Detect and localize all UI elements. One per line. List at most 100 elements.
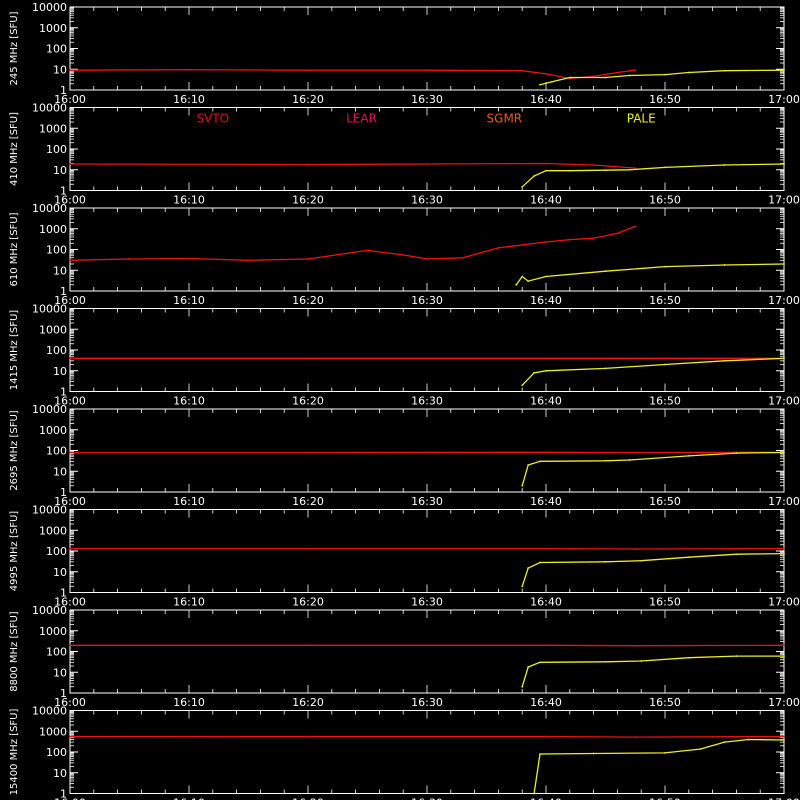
panel-0: 1 10 100 1000 10000 16:00 16:10 16:20 16:30 16:40… xyxy=(9,1,800,106)
panel-frequency-label: 8800 MHz [SFU] xyxy=(9,611,20,692)
y-tick-label: 100 xyxy=(46,43,67,56)
data-point-pale xyxy=(604,560,607,563)
plot-frame xyxy=(69,107,785,191)
data-point-pale xyxy=(664,752,666,754)
panel-6: 1 10 100 1000 10000 16:00 16:10 16:20 16:30 16:40… xyxy=(9,604,800,709)
x-tick-label: 16:20 xyxy=(292,294,324,307)
data-point-svto xyxy=(783,547,785,550)
y-tick-label: 1000 xyxy=(39,223,67,236)
panel-frequency-label: 610 MHz [SFU] xyxy=(9,212,20,286)
x-tick-label: 16:50 xyxy=(649,294,681,307)
series-line-pale xyxy=(521,655,784,687)
data-point-svto xyxy=(634,548,637,550)
panel-5: 1 10 100 1000 10000 16:00 16:10 16:20 16:30 16:40… xyxy=(9,504,800,609)
station-label-sgmr: SGMR xyxy=(487,112,523,126)
data-point-pale xyxy=(539,661,541,664)
data-point-pale xyxy=(783,357,785,360)
data-point-pale xyxy=(783,739,785,741)
panel-4: 1 10 100 1000 10000 16:00 16:10 16:20 16:30 16:40… xyxy=(9,403,800,508)
y-tick-label: 10000 xyxy=(32,202,67,215)
y-tick-label: 10 xyxy=(53,767,67,780)
data-point-pale xyxy=(735,452,738,454)
data-point-svto xyxy=(616,232,619,235)
panel-frequency-label: 4995 MHz [SFU] xyxy=(9,511,20,592)
x-tick-label: 16:20 xyxy=(292,696,324,709)
station-label-lear: LEAR xyxy=(346,112,377,126)
data-point-pale xyxy=(687,656,690,659)
series-line-svto xyxy=(69,162,636,169)
x-tick-label: 16:30 xyxy=(411,294,443,307)
data-point-svto xyxy=(247,259,250,262)
data-point-svto xyxy=(545,451,547,454)
x-tick-label: 16:50 xyxy=(649,596,681,609)
data-point-svto xyxy=(545,547,547,550)
y-tick-label: 1000 xyxy=(39,323,67,336)
data-point-pale xyxy=(687,556,690,559)
data-point-pale xyxy=(723,741,726,743)
data-point-svto xyxy=(545,357,547,360)
data-point-svto xyxy=(426,258,428,260)
x-tick-label: 16:40 xyxy=(530,596,562,609)
data-point-pale xyxy=(687,454,690,457)
data-point-pale xyxy=(545,169,547,172)
x-tick-label: 16:10 xyxy=(173,696,205,709)
series-line-pale xyxy=(521,451,785,486)
y-tick-label: 1000 xyxy=(39,424,67,437)
data-point-svto xyxy=(69,451,71,454)
data-point-svto xyxy=(461,256,464,259)
data-point-pale xyxy=(723,359,726,362)
data-point-svto xyxy=(634,357,637,360)
data-point-pale xyxy=(604,459,607,462)
series-line-pale xyxy=(515,263,785,286)
data-point-pale xyxy=(533,175,535,177)
y-tick-label: 1 xyxy=(60,687,67,700)
data-point-svto xyxy=(783,735,785,738)
panel-frequency-label: 245 MHz [SFU] xyxy=(9,11,20,85)
series-line-pale xyxy=(533,738,785,794)
data-point-pale xyxy=(628,459,631,461)
x-tick-label: 16:30 xyxy=(411,495,443,508)
data-point-pale xyxy=(551,80,553,83)
x-tick-label: 16:00 xyxy=(54,696,86,709)
data-point-svto xyxy=(69,644,71,647)
panel-frequency-label: 1415 MHz [SFU] xyxy=(9,310,20,391)
y-tick-label: 1 xyxy=(60,587,67,600)
station-label-svto: SVTO xyxy=(196,112,229,126)
data-point-pale xyxy=(521,685,524,688)
data-point-svto xyxy=(545,72,547,75)
data-point-pale xyxy=(783,552,785,555)
x-tick-label: 16:00 xyxy=(54,596,86,609)
y-tick-label: 1000 xyxy=(39,625,67,638)
data-point-pale xyxy=(592,752,595,755)
data-point-svto xyxy=(568,238,571,241)
y-tick-label: 100 xyxy=(46,545,67,558)
x-tick-label: 16:00 xyxy=(54,294,86,307)
y-tick-label: 10000 xyxy=(32,102,67,115)
series-line-svto xyxy=(69,69,636,80)
x-tick-label: 16:20 xyxy=(292,194,324,207)
series-line-svto xyxy=(69,225,636,261)
y-tick-label: 100 xyxy=(46,646,67,659)
x-tick-label: 16:30 xyxy=(411,797,443,800)
x-tick-label: 16:50 xyxy=(649,395,681,408)
x-tick-label: 16:00 xyxy=(54,395,86,408)
data-point-svto xyxy=(188,257,190,260)
plot-frame xyxy=(69,207,785,292)
data-point-pale xyxy=(783,263,785,265)
data-point-svto xyxy=(545,241,547,243)
data-point-svto xyxy=(592,164,595,166)
panel-frequency-label: 410 MHz [SFU] xyxy=(9,112,20,186)
y-tick-label: 1 xyxy=(60,84,67,97)
data-point-pale xyxy=(664,265,666,268)
data-point-svto xyxy=(634,69,637,72)
data-point-svto xyxy=(634,225,637,228)
data-point-svto xyxy=(128,258,131,260)
y-tick-label: 100 xyxy=(46,244,67,257)
x-tick-label: 17:00 xyxy=(768,696,800,709)
x-tick-label: 16:00 xyxy=(54,93,86,106)
x-tick-label: 17:00 xyxy=(768,596,800,609)
x-tick-label: 16:30 xyxy=(411,194,443,207)
y-tick-label: 10000 xyxy=(32,403,67,416)
data-point-svto xyxy=(69,357,71,360)
data-point-svto xyxy=(634,736,637,739)
